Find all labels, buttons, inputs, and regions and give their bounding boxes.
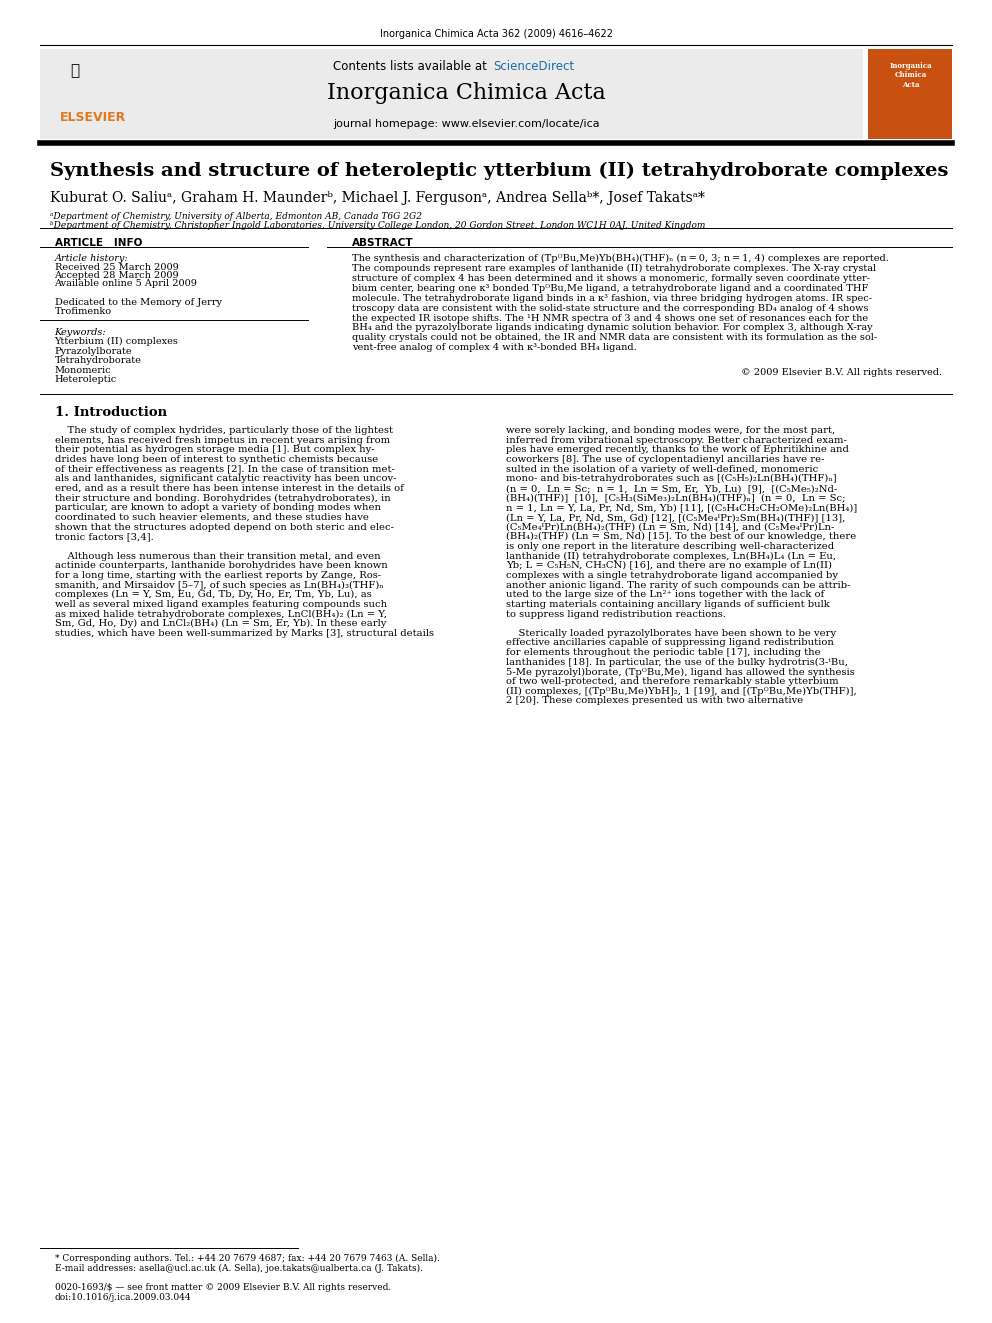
Text: 5-Me pyrazolyl)borate, (TpᴼBu,Me), ligand has allowed the synthesis: 5-Me pyrazolyl)borate, (TpᴼBu,Me), ligan… <box>506 667 855 676</box>
Text: Although less numerous than their transition metal, and even: Although less numerous than their transi… <box>55 552 380 561</box>
Text: (BH₄)(THF)]  [10],  [C₅H₃(SiMe₃)₂Ln(BH₄)(THF)ₙ]  (n = 0,  Ln = Sc;: (BH₄)(THF)] [10], [C₅H₃(SiMe₃)₂Ln(BH₄)(T… <box>506 493 845 503</box>
Text: Heteroleptic: Heteroleptic <box>55 376 117 385</box>
Text: elements, has received fresh impetus in recent years arising from: elements, has received fresh impetus in … <box>55 435 390 445</box>
FancyBboxPatch shape <box>868 49 952 139</box>
Text: studies, which have been well-summarized by Marks [3], structural details: studies, which have been well-summarized… <box>55 628 434 638</box>
Text: Yb; L = C₅H₅N, CH₃CN) [16], and there are no example of Ln(II): Yb; L = C₅H₅N, CH₃CN) [16], and there ar… <box>506 561 832 570</box>
Text: * Corresponding authors. Tel.: +44 20 7679 4687; fax: +44 20 7679 7463 (A. Sella: * Corresponding authors. Tel.: +44 20 76… <box>55 1254 439 1263</box>
Text: mono- and bis-tetrahydroborates such as [(C₅H₅)₂Ln(BH₄)(THF)ₙ]: mono- and bis-tetrahydroborates such as … <box>506 474 836 483</box>
Text: uted to the large size of the Ln²⁺ ions together with the lack of: uted to the large size of the Ln²⁺ ions … <box>506 590 824 599</box>
Text: smanith, and Mirsaidov [5–7], of such species as Ln(BH₄)₃(THF)ₙ: smanith, and Mirsaidov [5–7], of such sp… <box>55 581 383 590</box>
Text: The study of complex hydrides, particularly those of the lightest: The study of complex hydrides, particula… <box>55 426 393 435</box>
Text: shown that the structures adopted depend on both steric and elec-: shown that the structures adopted depend… <box>55 523 394 532</box>
Text: ELSEVIER: ELSEVIER <box>60 111 126 124</box>
Text: the expected IR isotope shifts. The ¹H NMR spectra of 3 and 4 shows one set of r: the expected IR isotope shifts. The ¹H N… <box>352 314 868 323</box>
Text: actinide counterparts, lanthanide borohydrides have been known: actinide counterparts, lanthanide borohy… <box>55 561 387 570</box>
Text: 1. Introduction: 1. Introduction <box>55 406 167 419</box>
Text: ᵇDepartment of Chemistry, Christopher Ingold Laboratories, University College Lo: ᵇDepartment of Chemistry, Christopher In… <box>50 221 705 230</box>
Text: (Ln = Y, La, Pr, Nd, Sm, Gd) [12], [(C₅Me₄ᴵPr)₂Sm(BH₄)(THF)] [13],: (Ln = Y, La, Pr, Nd, Sm, Gd) [12], [(C₅M… <box>506 513 845 523</box>
Text: (BH₄)₂(THF) (Ln = Sm, Nd) [15]. To the best of our knowledge, there: (BH₄)₂(THF) (Ln = Sm, Nd) [15]. To the b… <box>506 532 856 541</box>
Text: (n = 0,  Ln = Sc;  n = 1,  Ln = Sm, Er,  Yb, Lu)  [9],  [(C₅Me₅)₂Nd-: (n = 0, Ln = Sc; n = 1, Ln = Sm, Er, Yb,… <box>506 484 837 493</box>
Text: of their effectiveness as reagents [2]. In the case of transition met-: of their effectiveness as reagents [2]. … <box>55 464 395 474</box>
FancyBboxPatch shape <box>40 49 863 139</box>
Text: quality crystals could not be obtained, the IR and NMR data are consistent with : quality crystals could not be obtained, … <box>352 333 877 343</box>
Text: BH₄ and the pyrazolylborate ligands indicating dynamic solution behavior. For co: BH₄ and the pyrazolylborate ligands indi… <box>352 323 873 332</box>
Text: 2 [20]. These complexes presented us with two alternative: 2 [20]. These complexes presented us wit… <box>506 696 804 705</box>
Text: tronic factors [3,4].: tronic factors [3,4]. <box>55 532 154 541</box>
Text: ARTICLE   INFO: ARTICLE INFO <box>55 238 142 249</box>
Text: Accepted 28 March 2009: Accepted 28 March 2009 <box>55 271 180 280</box>
Text: The synthesis and characterization of (TpᴼBu,Me)Yb(BH₄)(THF)ₙ (n = 0, 3; n = 1, : The synthesis and characterization of (T… <box>352 254 889 263</box>
Text: ered, and as a result there has been intense interest in the details of: ered, and as a result there has been int… <box>55 484 404 493</box>
Text: were sorely lacking, and bonding modes were, for the most part,: were sorely lacking, and bonding modes w… <box>506 426 835 435</box>
Text: Dedicated to the Memory of Jerry: Dedicated to the Memory of Jerry <box>55 298 221 307</box>
Text: for a long time, starting with the earliest reports by Zange, Ros-: for a long time, starting with the earli… <box>55 572 381 579</box>
Text: as mixed halide tetrahydroborate complexes, LnCl(BH₄)₂ (Ln = Y,: as mixed halide tetrahydroborate complex… <box>55 610 387 619</box>
Text: ScienceDirect: ScienceDirect <box>493 60 574 73</box>
Text: lanthanide (II) tetrahydroborate complexes, Ln(BH₄)L₄ (Ln = Eu,: lanthanide (II) tetrahydroborate complex… <box>506 552 836 561</box>
Text: Keywords:: Keywords: <box>55 328 106 337</box>
Text: complexes with a single tetrahydroborate ligand accompanied by: complexes with a single tetrahydroborate… <box>506 572 838 579</box>
Text: Available online 5 April 2009: Available online 5 April 2009 <box>55 279 197 288</box>
Text: Inorganica Chimica Acta: Inorganica Chimica Acta <box>327 82 605 105</box>
Text: sulted in the isolation of a variety of well-defined, monomeric: sulted in the isolation of a variety of … <box>506 464 818 474</box>
Text: Sterically loaded pyrazolylborates have been shown to be very: Sterically loaded pyrazolylborates have … <box>506 628 836 638</box>
Text: 0020-1693/$ — see front matter © 2009 Elsevier B.V. All rights reserved.: 0020-1693/$ — see front matter © 2009 El… <box>55 1283 391 1293</box>
Text: lanthanides [18]. In particular, the use of the bulky hydrotris(3-ᵗBu,: lanthanides [18]. In particular, the use… <box>506 658 848 667</box>
Text: complexes (Ln = Y, Sm, Eu, Gd, Tb, Dy, Ho, Er, Tm, Yb, Lu), as: complexes (Ln = Y, Sm, Eu, Gd, Tb, Dy, H… <box>55 590 371 599</box>
Text: Trofimenko: Trofimenko <box>55 307 112 316</box>
Text: drides have long been of interest to synthetic chemists because: drides have long been of interest to syn… <box>55 455 378 464</box>
Text: troscopy data are consistent with the solid-state structure and the correspondin: troscopy data are consistent with the so… <box>352 303 869 312</box>
Text: Synthesis and structure of heteroleptic ytterbium (II) tetrahydroborate complexe: Synthesis and structure of heteroleptic … <box>50 161 948 180</box>
Text: is only one report in the literature describing well-characterized: is only one report in the literature des… <box>506 542 834 550</box>
Text: n = 1, Ln = Y, La, Pr, Nd, Sm, Yb) [11], [(C₅H₄CH₂CH₂OMe)₂Ln(BH₄)]: n = 1, Ln = Y, La, Pr, Nd, Sm, Yb) [11],… <box>506 503 857 512</box>
Text: Sm, Gd, Ho, Dy) and LnCl₂(BH₄) (Ln = Sm, Er, Yb). In these early: Sm, Gd, Ho, Dy) and LnCl₂(BH₄) (Ln = Sm,… <box>55 619 386 628</box>
Text: (C₅Me₄ᴵPr)Ln(BH₄)₂(THF) (Ln = Sm, Nd) [14], and (C₅Me₄ᴵPr)Ln-: (C₅Me₄ᴵPr)Ln(BH₄)₂(THF) (Ln = Sm, Nd) [1… <box>506 523 834 532</box>
Text: bium center, bearing one κ³ bonded TpᴼBu,Me ligand, a tetrahydroborate ligand an: bium center, bearing one κ³ bonded TpᴼBu… <box>352 283 869 292</box>
Text: coworkers [8]. The use of cyclopentadienyl ancillaries have re-: coworkers [8]. The use of cyclopentadien… <box>506 455 824 464</box>
Text: Received 25 March 2009: Received 25 March 2009 <box>55 263 179 273</box>
Text: coordinated to such heavier elements, and these studies have: coordinated to such heavier elements, an… <box>55 513 368 523</box>
Text: structure of complex 4 has been determined and it shows a monomeric, formally se: structure of complex 4 has been determin… <box>352 274 870 283</box>
Text: The compounds represent rare examples of lanthanide (II) tetrahydroborate comple: The compounds represent rare examples of… <box>352 265 876 273</box>
Text: for elements throughout the periodic table [17], including the: for elements throughout the periodic tab… <box>506 648 820 658</box>
Text: journal homepage: www.elsevier.com/locate/ica: journal homepage: www.elsevier.com/locat… <box>333 119 599 130</box>
Text: © 2009 Elsevier B.V. All rights reserved.: © 2009 Elsevier B.V. All rights reserved… <box>741 368 942 377</box>
Text: ABSTRACT: ABSTRACT <box>352 238 414 249</box>
Text: starting materials containing ancillary ligands of sufficient bulk: starting materials containing ancillary … <box>506 599 829 609</box>
Text: E-mail addresses: asella@ucl.ac.uk (A. Sella), joe.takats@ualberta.ca (J. Takats: E-mail addresses: asella@ucl.ac.uk (A. S… <box>55 1263 423 1273</box>
Text: molecule. The tetrahydroborate ligand binds in a κ³ fashion, via three bridging : molecule. The tetrahydroborate ligand bi… <box>352 294 872 303</box>
Text: particular, are known to adopt a variety of bonding modes when: particular, are known to adopt a variety… <box>55 503 381 512</box>
Text: ᵃDepartment of Chemistry, University of Alberta, Edmonton AB, Canada T6G 2G2: ᵃDepartment of Chemistry, University of … <box>50 212 422 221</box>
Text: their structure and bonding. Borohydrides (tetrahydroborates), in: their structure and bonding. Borohydride… <box>55 493 390 503</box>
Text: effective ancillaries capable of suppressing ligand redistribution: effective ancillaries capable of suppres… <box>506 639 834 647</box>
Text: Pyrazolylborate: Pyrazolylborate <box>55 347 132 356</box>
Text: (II) complexes, [(TpᴼBu,Me)YbH]₂, 1 [19], and [(TpᴼBu,Me)Yb(THF)],: (II) complexes, [(TpᴼBu,Me)YbH]₂, 1 [19]… <box>506 687 857 696</box>
Text: Tetrahydroborate: Tetrahydroborate <box>55 356 142 365</box>
Text: ples have emerged recently, thanks to the work of Ephritikhine and: ples have emerged recently, thanks to th… <box>506 446 849 454</box>
Text: Inorganica Chimica Acta 362 (2009) 4616–4622: Inorganica Chimica Acta 362 (2009) 4616–… <box>380 29 612 40</box>
Text: Ytterbium (II) complexes: Ytterbium (II) complexes <box>55 337 179 347</box>
Text: Article history:: Article history: <box>55 254 128 263</box>
Text: Kuburat O. Saliuᵃ, Graham H. Maunderᵇ, Michael J. Fergusonᵃ, Andrea Sellaᵇ*, Jos: Kuburat O. Saliuᵃ, Graham H. Maunderᵇ, M… <box>50 191 704 205</box>
Text: Contents lists available at: Contents lists available at <box>333 60 491 73</box>
Text: Monomeric: Monomeric <box>55 366 111 374</box>
Text: doi:10.1016/j.ica.2009.03.044: doi:10.1016/j.ica.2009.03.044 <box>55 1293 191 1302</box>
Text: their potential as hydrogen storage media [1]. But complex hy-: their potential as hydrogen storage medi… <box>55 446 374 454</box>
Text: of two well-protected, and therefore remarkably stable ytterbium: of two well-protected, and therefore rem… <box>506 677 838 687</box>
Text: well as several mixed ligand examples featuring compounds such: well as several mixed ligand examples fe… <box>55 599 387 609</box>
Text: vent-free analog of complex 4 with κ³-bonded BH₄ ligand.: vent-free analog of complex 4 with κ³-bo… <box>352 343 637 352</box>
Text: another anionic ligand. The rarity of such compounds can be attrib-: another anionic ligand. The rarity of su… <box>506 581 850 590</box>
Text: als and lanthanides, significant catalytic reactivity has been uncov-: als and lanthanides, significant catalyt… <box>55 474 396 483</box>
Text: to suppress ligand redistribution reactions.: to suppress ligand redistribution reacti… <box>506 610 726 619</box>
Text: inferred from vibrational spectroscopy. Better characterized exam-: inferred from vibrational spectroscopy. … <box>506 435 847 445</box>
Text: 🌳: 🌳 <box>69 64 79 78</box>
Text: Inorganica
Chimica
Acta: Inorganica Chimica Acta <box>890 62 931 89</box>
